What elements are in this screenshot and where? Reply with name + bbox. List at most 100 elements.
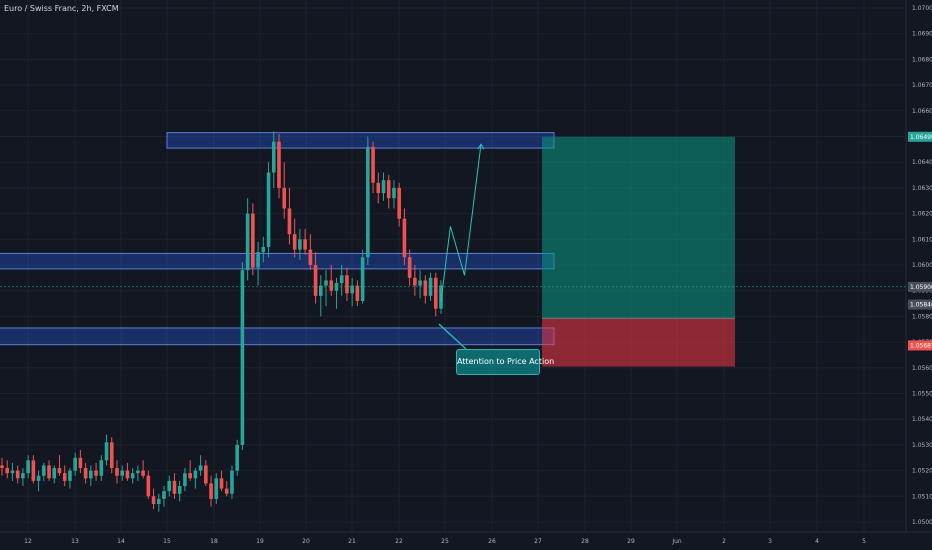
price-tick-label: 1.06900	[912, 31, 932, 38]
price-tag-label: 1.05900	[910, 284, 932, 291]
candle-body	[146, 475, 151, 497]
candle-body	[193, 470, 198, 479]
candle-body	[277, 141, 281, 188]
price-tick-label: 1.06600	[912, 108, 932, 115]
candle-body	[235, 444, 239, 471]
time-tick-label: 3	[768, 538, 772, 545]
candle-body	[177, 486, 182, 494]
time-tick-label: 22	[395, 538, 403, 545]
price-tick-label: 1.05100	[912, 493, 932, 500]
candle-body	[371, 146, 375, 183]
candle-body	[271, 141, 276, 173]
candle-body	[52, 468, 57, 479]
callout-pointer-line	[438, 323, 467, 350]
long-position-tool[interactable]	[542, 136, 735, 367]
candle-body	[47, 465, 51, 479]
candle-body	[151, 496, 156, 505]
price-action-callout[interactable]: Attention to Price Action	[456, 349, 554, 375]
candle-body	[68, 470, 72, 481]
candle-body	[209, 483, 213, 499]
candle-body	[109, 442, 114, 469]
candle-body	[57, 468, 62, 474]
zone-support	[0, 327, 555, 346]
zone-resistance	[166, 132, 555, 149]
price-tag-label: 1.05846	[910, 302, 932, 309]
candle-body	[214, 478, 219, 499]
price-tick-label: 1.05400	[912, 416, 932, 423]
candle-body	[83, 468, 88, 479]
time-tick-label: 4	[815, 538, 819, 545]
time-tick-label: 28	[581, 538, 589, 545]
price-tick-label: 1.06300	[912, 185, 932, 192]
candle-body	[256, 252, 260, 268]
price-tag	[908, 281, 932, 292]
price-axis-bg	[906, 0, 932, 550]
candle-body	[392, 187, 396, 199]
candle-body	[261, 247, 266, 253]
price-tag-label: 1.06499	[910, 134, 932, 141]
price-tick-label: 1.07000	[912, 5, 932, 12]
price-tick-label: 1.05600	[912, 365, 932, 372]
time-tick-label: 29	[627, 538, 635, 545]
candle-body	[115, 468, 119, 476]
candle-body	[188, 473, 192, 479]
candle-body	[94, 470, 98, 476]
candle-body	[303, 239, 307, 250]
time-axis[interactable]: 12 13 14 15 18 19 20 21 22 25 26 27 28 29 Jun 2 3 4 5	[0, 531, 932, 550]
candle-body	[298, 239, 302, 250]
candle-body	[62, 473, 67, 481]
candle-body	[5, 468, 10, 474]
price-tick-label: 1.05300	[912, 442, 932, 449]
candle-body	[251, 213, 255, 268]
candle-body	[282, 187, 287, 209]
candle-body	[78, 457, 83, 469]
time-tick-label: 27	[534, 538, 542, 545]
candle-body	[423, 280, 428, 296]
price-tick-label: 1.06400	[912, 159, 932, 166]
price-tag-label: 1.05687	[910, 342, 932, 349]
projection-arrowhead	[477, 143, 485, 150]
candle-body	[42, 465, 46, 476]
candle-body	[407, 257, 412, 278]
price-tick-label: 1.06700	[912, 82, 932, 89]
time-tick-label: 21	[348, 538, 356, 545]
position-stop-zone	[542, 318, 735, 367]
candle-body	[172, 480, 177, 494]
candle-body	[21, 473, 25, 479]
candle-body	[266, 172, 271, 248]
candle-body	[120, 470, 125, 476]
candle-body	[224, 488, 229, 494]
candle-body	[0, 465, 4, 469]
price-tag	[908, 131, 932, 142]
price-tags: 1.06499 1.05900 1.05846 1.05687	[908, 131, 932, 351]
time-tick-label: 25	[441, 538, 449, 545]
price-axis[interactable]: 1.049001.050001.051001.052001.053001.054…	[905, 0, 932, 550]
candle-body	[324, 280, 328, 286]
candle-body	[15, 470, 20, 479]
time-tick-label: 13	[71, 538, 79, 545]
candle-body	[99, 460, 104, 476]
time-tick-label: 2	[722, 538, 726, 545]
projection-path	[440, 143, 485, 302]
candle-body	[402, 218, 407, 258]
price-tick-label: 1.06100	[912, 236, 932, 243]
candle-body	[183, 473, 187, 487]
time-tick-label: 12	[24, 538, 32, 545]
time-tick-label: 14	[117, 538, 125, 545]
price-tick-label: 1.05200	[912, 468, 932, 475]
candles-layer	[0, 131, 906, 512]
candle-body	[73, 457, 77, 471]
candle-body	[318, 285, 323, 296]
time-tick-label: 20	[302, 538, 310, 545]
candle-body	[240, 270, 245, 445]
position-target-zone	[542, 136, 735, 319]
candle-body	[89, 470, 93, 479]
candle-body	[125, 470, 130, 479]
candle-body	[141, 470, 145, 476]
chart-title: Euro / Swiss Franc, 2h, FXCM	[4, 4, 119, 13]
candle-body	[397, 187, 401, 219]
candle-body	[230, 470, 234, 494]
time-tick-label: 5	[862, 538, 866, 545]
candle-body	[381, 180, 386, 194]
